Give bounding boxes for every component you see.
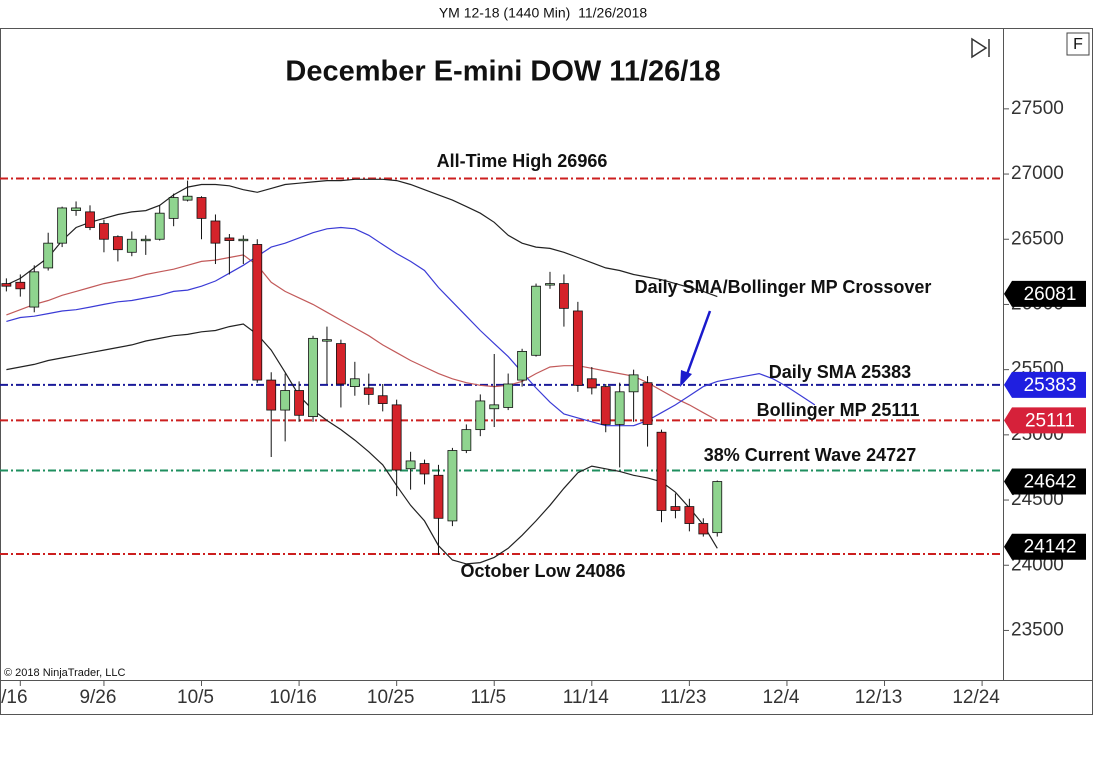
candle-body	[322, 339, 332, 342]
x-tick-label: 11/14	[563, 687, 610, 708]
candle-body	[656, 431, 667, 511]
candle-body	[684, 506, 695, 524]
candle-body	[85, 211, 95, 228]
candle-body	[559, 283, 569, 309]
x-tick-label: 11/23	[660, 687, 706, 708]
y-tick-label: 27500	[1011, 98, 1064, 119]
candle-body	[182, 195, 193, 201]
candle-body	[1, 283, 12, 287]
price-badge	[1004, 468, 1086, 495]
candle-body	[112, 236, 123, 251]
x-tick-label: 11/5	[470, 687, 506, 708]
indicator-line	[6, 323, 718, 565]
candle-body	[99, 223, 109, 240]
candle-body	[642, 382, 653, 425]
price-badge	[1004, 280, 1086, 307]
candle-body	[614, 391, 625, 425]
candle-body	[224, 237, 235, 241]
candle-body	[698, 523, 709, 535]
x-tick-label: 12/13	[855, 687, 903, 708]
candle-body	[336, 343, 346, 385]
frame	[0, 28, 1093, 715]
y-tick-label: 26500	[1011, 228, 1064, 249]
candle-body	[29, 271, 40, 308]
candle-body	[266, 379, 277, 411]
candle-body	[419, 463, 430, 475]
copyright: © 2018 NinjaTrader, LLC	[4, 667, 125, 679]
candle-body	[433, 474, 444, 519]
candle-body	[126, 238, 137, 253]
candle-body	[308, 337, 318, 417]
annotation: Daily SMA/Bollinger MP Crossover	[635, 277, 932, 297]
price-badge	[1004, 407, 1086, 434]
candle-body	[545, 283, 555, 286]
candle-body	[238, 238, 249, 242]
x-tick-label: 10/16	[269, 687, 317, 708]
scroll-icon[interactable]	[971, 37, 990, 59]
candle-body	[572, 310, 583, 386]
candle-body	[600, 386, 611, 425]
plot-area	[0, 177, 1003, 565]
y-tick-label: 27000	[1011, 163, 1064, 184]
level-label: 38% Current Wave 24727	[704, 445, 916, 465]
x-tick-label: 12/24	[952, 687, 1000, 708]
candle-body	[670, 506, 681, 511]
candle-body	[628, 374, 639, 393]
annotation-arrow	[684, 310, 712, 378]
candle-body	[43, 242, 54, 269]
price-badge-label: 24642	[1024, 472, 1077, 493]
candle-body	[447, 450, 458, 522]
candle-body	[57, 207, 68, 244]
price-badge	[1004, 371, 1086, 398]
level-label: Bollinger MP 25111	[757, 400, 920, 420]
y-tick-label: 23500	[1011, 619, 1064, 640]
candle-body	[294, 390, 304, 416]
indicator-line	[6, 254, 718, 421]
candle-body	[405, 460, 416, 470]
annotation-arrowhead	[680, 370, 692, 387]
header: YM 12-18 (1440 Min) 11/26/2018	[439, 5, 648, 21]
candle-body	[71, 207, 81, 211]
overlay: All-Time High 26966 Daily SMA 25383 Bollin…	[437, 151, 932, 581]
x-tick-label: 10/5	[177, 687, 214, 708]
level-label: October Low 24086	[460, 561, 625, 581]
candle-body	[475, 400, 486, 431]
candle-body	[196, 197, 207, 219]
level-label: Daily SMA 25383	[769, 362, 911, 382]
x-tick-label: /16	[1, 687, 27, 708]
x-tick-label: 10/25	[367, 687, 415, 708]
candle-body	[349, 378, 360, 388]
price-badge-label: 25383	[1024, 375, 1077, 396]
candle-body	[280, 390, 291, 411]
candle-body	[391, 404, 402, 471]
candle-body	[517, 350, 528, 381]
chart-title: December E-mini DOW 11/26/18	[285, 56, 720, 88]
candle-body	[363, 387, 374, 395]
level-label: All-Time High 26966	[437, 151, 608, 171]
button-label[interactable]: F	[1073, 36, 1083, 53]
indicator-line	[6, 178, 718, 298]
x-tick-label: 12/4	[762, 687, 799, 708]
candle-body	[461, 429, 472, 451]
candle-body	[489, 404, 500, 410]
candle-body	[252, 244, 263, 381]
candle-body	[15, 281, 26, 290]
price-badge-label: 24142	[1024, 537, 1077, 558]
candle-body	[531, 285, 541, 356]
price-badge	[1004, 533, 1086, 560]
candle-body	[210, 220, 221, 244]
price-badge-label: 26081	[1024, 284, 1077, 305]
candle-body	[140, 238, 151, 242]
candle-body	[586, 378, 597, 389]
price-badge-label: 25111	[1025, 410, 1075, 431]
candle-body	[503, 383, 514, 408]
button[interactable]	[1066, 32, 1090, 56]
candle-body	[712, 481, 723, 534]
candle-body	[377, 395, 388, 404]
candle-body	[168, 197, 179, 219]
candle-body	[154, 212, 165, 240]
indicator-line	[6, 226, 816, 427]
x-tick-label: 9/26	[79, 687, 116, 708]
